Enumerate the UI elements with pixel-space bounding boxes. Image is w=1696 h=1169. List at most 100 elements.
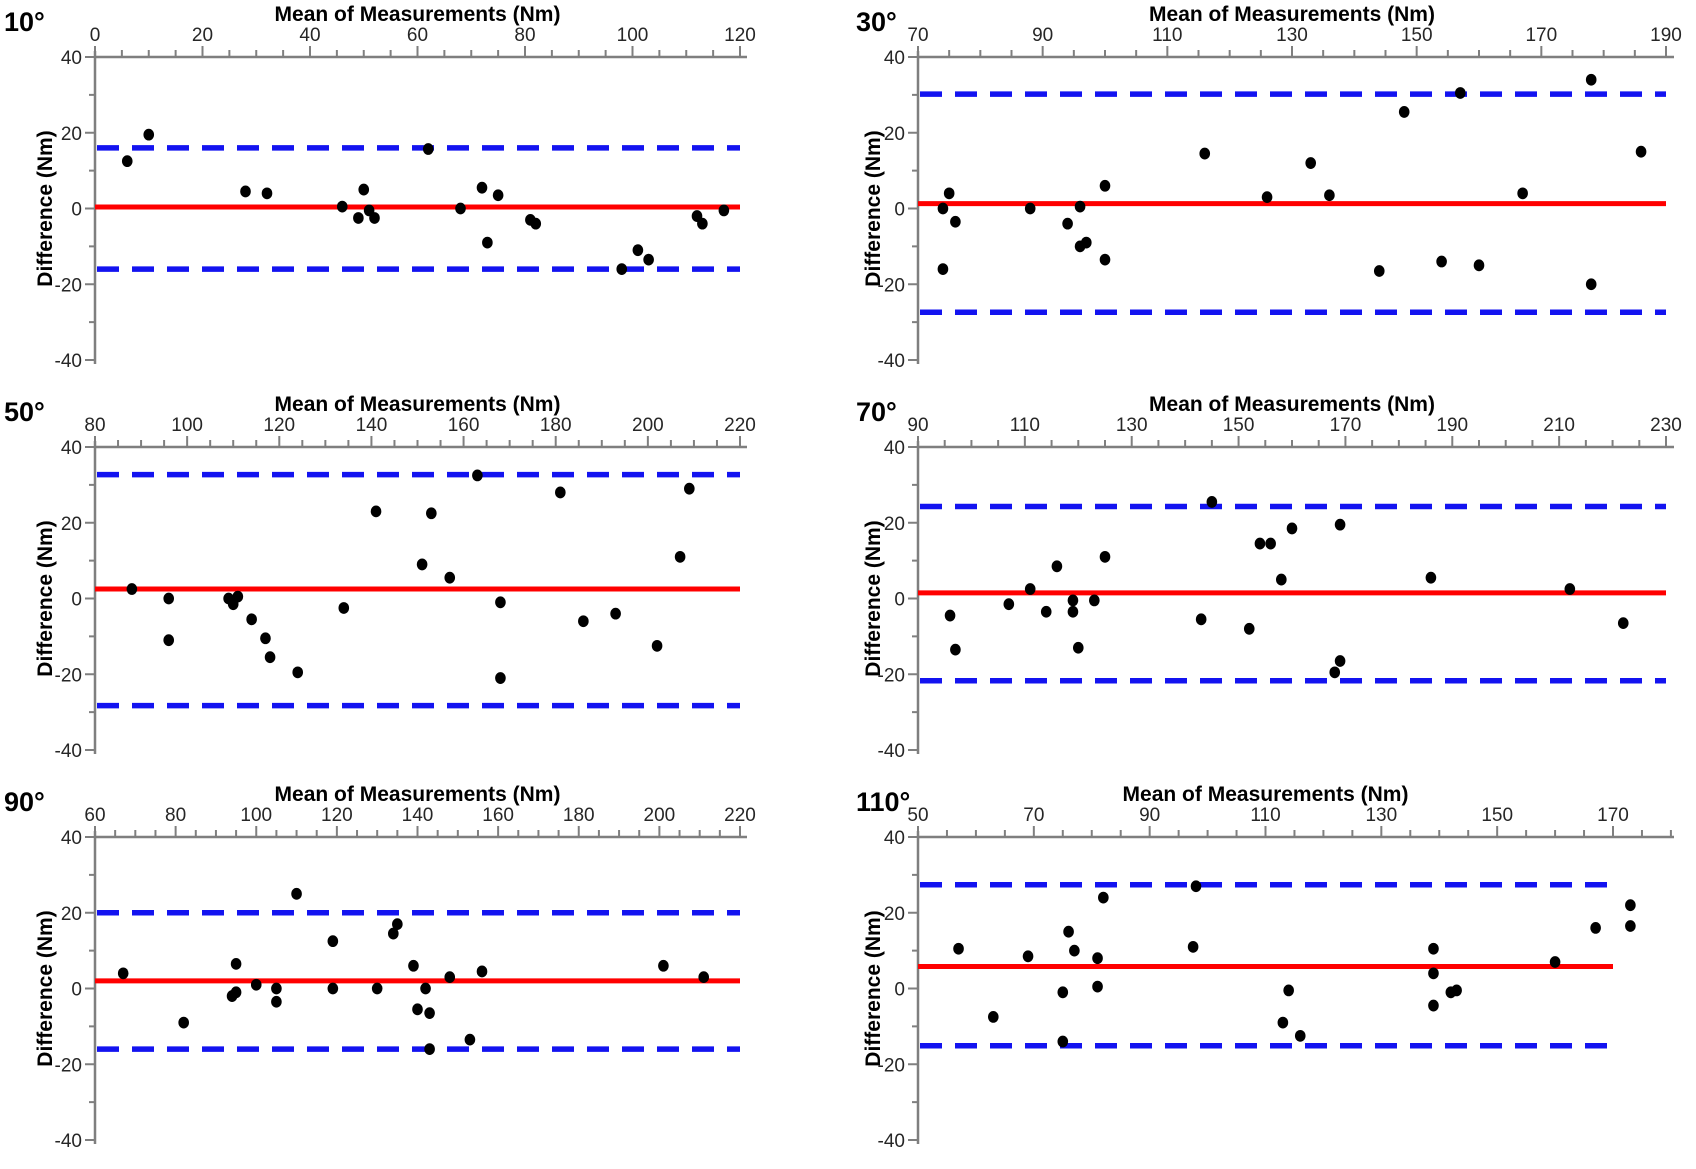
data-point xyxy=(1564,583,1576,595)
panel-70deg: 70° Mean of Measurements (Nm) Difference (… xyxy=(856,393,1682,762)
data-point xyxy=(230,957,242,970)
data-point xyxy=(1099,179,1111,192)
data-point xyxy=(1099,550,1111,563)
data-point xyxy=(987,1011,999,1023)
data-point xyxy=(495,596,506,609)
x-tick-label: 130 xyxy=(1276,25,1308,46)
data-point xyxy=(1067,605,1079,618)
y-tick-label: 40 xyxy=(884,828,905,849)
panel-angle-label: 90° xyxy=(4,787,45,817)
data-point xyxy=(950,215,961,228)
data-point xyxy=(1473,259,1485,272)
data-point xyxy=(1625,899,1636,912)
data-point xyxy=(944,609,956,622)
y-tick-label: 0 xyxy=(894,980,905,1001)
data-point xyxy=(1099,253,1111,266)
data-point xyxy=(261,187,273,200)
x-tick-label: 170 xyxy=(1330,415,1362,436)
x-tick-label: 40 xyxy=(299,25,320,46)
data-point xyxy=(424,1043,435,1055)
panel-angle-label: 70° xyxy=(856,397,897,427)
data-point xyxy=(495,672,506,684)
data-point xyxy=(1024,202,1036,215)
panel-50deg: 50° Mean of Measurements (Nm) Difference (… xyxy=(4,393,756,762)
y-tick-label: -20 xyxy=(878,275,905,296)
x-tick-label: 80 xyxy=(84,415,105,436)
x-tick-label: 180 xyxy=(563,805,595,826)
x-tick-label: 20 xyxy=(192,25,213,46)
data-point xyxy=(292,666,304,679)
y-tick-label: -40 xyxy=(878,1131,905,1152)
data-point xyxy=(1428,942,1439,955)
data-point xyxy=(444,971,456,984)
data-point xyxy=(230,986,242,999)
y-axis-title: Difference (Nm) xyxy=(862,910,885,1066)
data-point xyxy=(370,505,382,518)
x-axis-title: Mean of Measurements (Nm) xyxy=(1149,3,1435,26)
data-point xyxy=(327,935,339,948)
data-point xyxy=(1254,537,1266,550)
data-point xyxy=(1057,986,1069,999)
data-point xyxy=(1455,87,1466,99)
data-point xyxy=(121,155,133,168)
data-point xyxy=(616,263,628,275)
data-point xyxy=(420,982,431,995)
data-point xyxy=(455,202,466,215)
x-tick-label: 180 xyxy=(540,415,572,436)
data-point xyxy=(1051,560,1063,573)
x-tick-label: 210 xyxy=(1543,415,1575,436)
y-tick-label: 20 xyxy=(884,514,905,535)
data-point xyxy=(1276,573,1287,586)
y-tick-label: 40 xyxy=(61,438,82,459)
y-tick-label: 0 xyxy=(71,200,82,221)
data-point xyxy=(1057,1035,1069,1048)
data-point xyxy=(1517,187,1528,200)
x-tick-label: 150 xyxy=(1401,25,1433,46)
x-tick-label: 120 xyxy=(724,25,756,46)
x-tick-label: 170 xyxy=(1525,25,1557,46)
x-tick-label: 80 xyxy=(514,25,535,46)
x-tick-label: 160 xyxy=(482,805,514,826)
data-point xyxy=(271,982,282,995)
data-point xyxy=(1092,952,1103,965)
data-point xyxy=(1022,950,1034,963)
data-point xyxy=(424,1007,435,1020)
x-tick-label: 150 xyxy=(1481,805,1513,826)
data-point xyxy=(163,592,175,605)
y-axis-title: Difference (Nm) xyxy=(34,130,57,286)
data-point xyxy=(1425,571,1437,584)
data-point xyxy=(1617,617,1629,630)
data-point xyxy=(1199,147,1211,160)
data-point xyxy=(530,217,542,230)
x-tick-label: 200 xyxy=(644,805,676,826)
data-point xyxy=(1081,236,1092,249)
data-point xyxy=(950,643,961,656)
panel-angle-label: 110° xyxy=(856,787,910,817)
y-axis-title: Difference (Nm) xyxy=(862,520,885,676)
y-tick-label: 0 xyxy=(894,200,905,221)
x-axis-title: Mean of Measurements (Nm) xyxy=(1123,783,1409,806)
data-point xyxy=(472,469,483,482)
panel-110deg: 110° Mean of Measurements (Nm) Difference … xyxy=(856,783,1674,1152)
y-tick-label: -20 xyxy=(55,275,82,296)
data-point xyxy=(291,887,302,900)
data-point xyxy=(416,558,428,571)
data-point xyxy=(1040,605,1052,618)
data-point xyxy=(1003,598,1015,611)
data-point xyxy=(482,236,493,249)
x-tick-label: 90 xyxy=(1032,25,1053,46)
data-point xyxy=(1398,106,1410,118)
panel-30deg: 30° Mean of Measurements (Nm) Difference (… xyxy=(856,3,1682,372)
data-point xyxy=(264,651,276,664)
data-point xyxy=(1635,145,1647,158)
data-point xyxy=(1024,583,1036,595)
x-tick-label: 130 xyxy=(1116,415,1148,436)
y-tick-label: -20 xyxy=(878,665,905,686)
data-point xyxy=(658,959,669,972)
data-point xyxy=(250,978,262,991)
x-tick-label: 220 xyxy=(724,805,756,826)
data-point xyxy=(1625,920,1636,932)
x-tick-label: 110 xyxy=(1010,415,1040,436)
data-point xyxy=(632,244,644,257)
